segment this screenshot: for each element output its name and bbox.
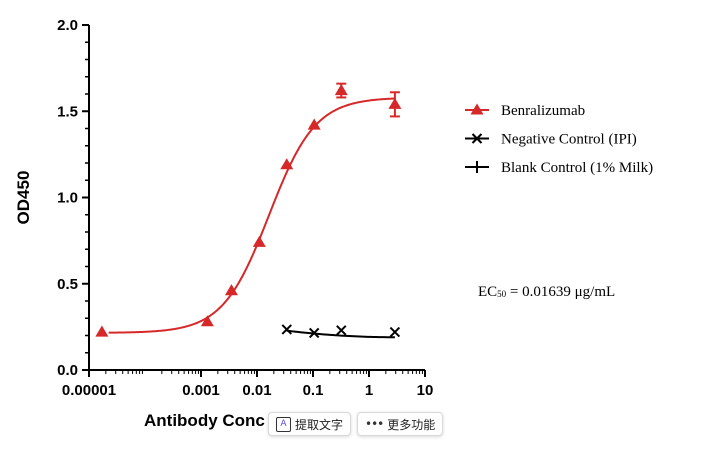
ec50-prefix: EC	[478, 284, 498, 300]
y-tick-label: 2.0	[57, 17, 78, 34]
legend-item: Blank Control (1% Milk)	[465, 160, 653, 176]
more-functions-button[interactable]: ••• 更多功能	[357, 412, 444, 436]
negative-control-point	[308, 327, 320, 339]
negative-control-point	[281, 324, 292, 335]
x-marker-stroke	[336, 325, 347, 336]
series-benralizumab	[95, 82, 402, 337]
benralizumab-point	[280, 158, 294, 170]
y-ticks: 0.0 0.5 1.0 1.5 2.0	[57, 17, 89, 379]
extract-text-button[interactable]: A 提取文字	[268, 412, 352, 436]
legend-label: Blank Control (1% Milk)	[501, 160, 653, 176]
x-ticks: 0.00001 0.001 0.01 0.1 1 10	[62, 370, 433, 399]
benralizumab-point	[334, 84, 348, 96]
x-tick-label: 0.1	[303, 382, 324, 399]
x-tick-label: 0.001	[182, 382, 220, 399]
x-tick-label: 0.00001	[62, 382, 116, 399]
x-tick-label: 1	[365, 382, 373, 399]
floating-toolbar: A 提取文字 ••• 更多功能	[268, 412, 444, 436]
ec50-subscript: 50	[497, 289, 507, 299]
y-tick-label: 0.0	[57, 362, 78, 379]
benralizumab-point	[95, 325, 109, 337]
series-negative-control	[281, 324, 401, 339]
benralizumab-point	[388, 97, 402, 109]
legend-marker-x	[471, 133, 483, 144]
legend-label: Benralizumab	[501, 103, 585, 119]
legend-marker-plus	[471, 161, 483, 173]
benralizumab-point	[224, 284, 238, 296]
benralizumab-point	[307, 118, 321, 130]
series-layer	[95, 82, 402, 339]
ec50-annotation: EC50 = 0.01639 μg/mL	[478, 284, 615, 301]
x-marker-stroke	[471, 133, 483, 144]
x-marker-stroke	[308, 327, 320, 339]
y-tick-label: 1.0	[57, 190, 78, 207]
ec50-value: = 0.01639 μg/mL	[506, 284, 616, 300]
more-dots-icon: •••	[365, 417, 384, 431]
legend-item: Negative Control (IPI)	[465, 132, 637, 148]
more-functions-label: 更多功能	[387, 417, 436, 432]
x-marker-stroke	[281, 324, 292, 335]
legend-item: Benralizumab	[465, 103, 585, 119]
benralizumab-fit-curve	[108, 97, 395, 334]
negative-control-point	[336, 325, 347, 336]
x-axis-title: Antibody Conc	[144, 411, 265, 430]
benralizumab-point	[252, 235, 266, 247]
y-tick-label: 0.5	[57, 276, 78, 293]
negative-control-fit-curve	[286, 329, 395, 339]
legend-marker-triangle	[470, 103, 484, 115]
legend: Benralizumab Negative Control (IPI) Blank …	[465, 103, 653, 176]
benralizumab-point	[200, 315, 214, 327]
extract-text-label: 提取文字	[295, 417, 344, 432]
y-axis-title: OD450	[14, 171, 33, 225]
x-tick-label: 0.01	[242, 382, 271, 399]
x-tick-label: 10	[417, 382, 434, 399]
x-marker-stroke	[389, 326, 401, 338]
text-extract-icon: A	[276, 416, 291, 432]
legend-label: Negative Control (IPI)	[501, 132, 637, 148]
negative-control-point	[389, 326, 401, 338]
y-tick-label: 1.5	[57, 103, 78, 120]
axes: 0.0 0.5 1.0 1.5 2.0 0.00001 0.001 0.01 0.1 1 10	[57, 17, 433, 399]
